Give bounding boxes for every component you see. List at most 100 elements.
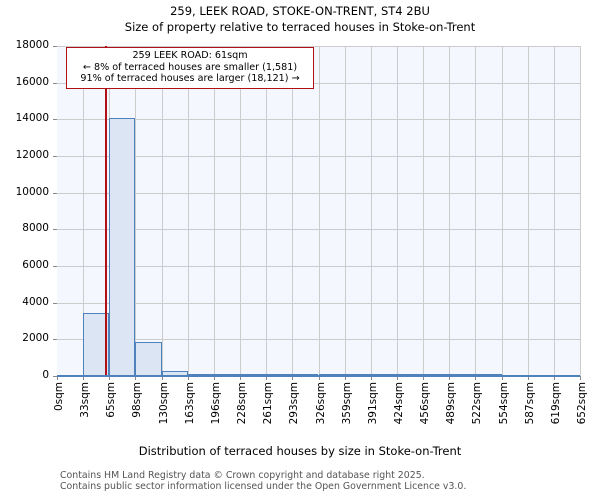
x-axis-tick-mark — [240, 376, 242, 380]
annotation-line-3: 91% of terraced houses are larger (18,12… — [80, 73, 300, 85]
y-axis-tick-label: 12000 — [15, 149, 49, 161]
x-axis-tick-label-text: 489sqm — [445, 382, 458, 425]
y-axis-tick-label: 18000 — [15, 39, 49, 51]
x-axis-tick-mark — [580, 376, 581, 380]
x-axis-tick-mark — [292, 376, 294, 380]
x-axis-tick-label-text: 130sqm — [157, 382, 170, 425]
x-axis-tick-label-text: 456sqm — [419, 382, 432, 425]
y-axis-tick-mark — [53, 192, 57, 194]
x-axis-tick-label-text: 587sqm — [523, 382, 536, 425]
x-axis-tick-label-text: 0sqm — [53, 382, 65, 412]
x-axis-tick-label: 0sqm — [51, 382, 65, 442]
x-axis-tick-label: 293sqm — [286, 382, 300, 442]
gridline-vertical — [370, 46, 372, 376]
y-axis-tick-mark — [53, 266, 57, 267]
x-axis-tick-label: 489sqm — [443, 382, 457, 442]
x-axis-tick-mark — [449, 376, 451, 380]
gridline-vertical — [83, 46, 85, 376]
x-axis-tick-label: 261sqm — [260, 382, 274, 442]
y-axis-tick-label: 8000 — [22, 222, 49, 235]
x-axis-tick-label-text: 424sqm — [392, 382, 405, 425]
y-axis-tick-mark — [53, 119, 57, 121]
annotation-line-1: 259 LEEK ROAD: 61sqm — [132, 50, 248, 61]
gridline-vertical — [580, 46, 581, 376]
gridline-vertical — [423, 46, 425, 376]
x-axis-tick-mark — [187, 376, 189, 380]
histogram-bar — [135, 342, 162, 376]
x-axis-tick-label: 196sqm — [208, 382, 222, 442]
gridline-vertical — [344, 46, 346, 376]
footer-attribution: Contains HM Land Registry data © Crown c… — [60, 470, 590, 492]
x-axis-tick-label-text: 359sqm — [340, 382, 353, 425]
x-axis-tick-label: 554sqm — [496, 382, 510, 442]
x-axis-tick-label: 522sqm — [469, 382, 483, 442]
x-axis-tick-label-text: 261sqm — [262, 382, 275, 425]
y-axis-tick-label: 16000 — [15, 75, 49, 88]
x-axis-tick-label: 359sqm — [339, 382, 353, 442]
x-axis-tick-mark — [135, 376, 137, 380]
chart-subtitle: Size of property relative to terraced ho… — [124, 20, 476, 34]
x-axis-tick-mark — [475, 376, 477, 380]
gridline-vertical — [135, 46, 137, 376]
y-axis-tick-label: 0 — [42, 369, 49, 381]
x-axis-tick-label: 456sqm — [417, 382, 431, 442]
y-axis-tick-mark — [53, 339, 57, 341]
x-axis-tick-label: 424sqm — [391, 382, 405, 442]
x-axis-tick-mark — [57, 376, 58, 380]
x-axis-tick-mark — [109, 376, 111, 380]
y-axis-tick-label: 6000 — [22, 259, 49, 271]
x-axis-tick-label: 326sqm — [313, 382, 327, 442]
gridline-vertical — [527, 46, 529, 376]
y-axis-tick-label: 2000 — [22, 332, 49, 345]
histogram-bar — [83, 312, 110, 376]
x-axis-tick-label-text: 619sqm — [549, 382, 562, 425]
y-axis-tick-mark — [53, 156, 57, 157]
x-axis-tick-mark — [396, 376, 398, 380]
x-axis-tick-label: 65sqm — [103, 382, 117, 442]
y-axis-tick-mark — [53, 376, 57, 377]
gridline-vertical — [553, 46, 555, 376]
x-axis-tick-label-text: 554sqm — [497, 382, 510, 425]
x-axis-tick-mark — [553, 376, 555, 380]
x-axis-tick-label: 33sqm — [77, 382, 91, 442]
gridline-vertical — [475, 46, 477, 376]
gridline-vertical — [187, 46, 189, 376]
histogram-bar — [109, 117, 136, 376]
y-axis-tick-mark — [53, 229, 57, 231]
x-axis-tick-label: 391sqm — [365, 382, 379, 442]
footer-line-2: Contains public sector information licen… — [60, 481, 467, 492]
x-axis-tick-label: 228sqm — [234, 382, 248, 442]
x-axis-tick-label-text: 65sqm — [105, 382, 118, 418]
x-axis-baseline — [57, 375, 580, 377]
gridline-vertical — [501, 46, 503, 376]
x-axis-tick-label-text: 163sqm — [183, 382, 196, 425]
x-axis-tick-mark — [423, 376, 425, 380]
property-annotation-box: 259 LEEK ROAD: 61sqm ← 8% of terraced ho… — [66, 47, 314, 89]
x-axis-tick-label-text: 522sqm — [471, 382, 484, 425]
x-axis-tick-mark — [527, 376, 529, 380]
y-axis-tick-mark — [53, 46, 57, 47]
x-axis-tick-label: 619sqm — [548, 382, 562, 442]
x-axis-tick-label: 587sqm — [522, 382, 536, 442]
x-axis-tick-mark — [318, 376, 320, 380]
gridline-vertical — [449, 46, 451, 376]
y-axis-tick-mark — [53, 82, 57, 84]
x-axis-tick-mark — [370, 376, 372, 380]
gridline-vertical — [240, 46, 242, 376]
x-axis-tick-label-text: 33sqm — [79, 382, 92, 418]
x-axis-tick-label: 130sqm — [156, 382, 170, 442]
x-axis-tick-mark — [83, 376, 85, 380]
x-axis-tick-label-text: 98sqm — [131, 382, 144, 418]
x-axis-tick-label: 98sqm — [129, 382, 143, 442]
gridline-vertical — [292, 46, 294, 376]
x-axis-tick-mark — [161, 376, 163, 380]
x-axis-tick-mark — [266, 376, 268, 380]
gridline-vertical — [213, 46, 215, 376]
gridline-vertical — [161, 46, 163, 376]
footer-line-1: Contains HM Land Registry data © Crown c… — [60, 470, 425, 481]
x-axis-tick-label-text: 228sqm — [236, 382, 249, 425]
x-axis-tick-label-text: 196sqm — [209, 382, 222, 425]
x-axis-title: Distribution of terraced houses by size … — [138, 444, 462, 458]
x-axis-tick-label-text: 326sqm — [314, 382, 327, 425]
